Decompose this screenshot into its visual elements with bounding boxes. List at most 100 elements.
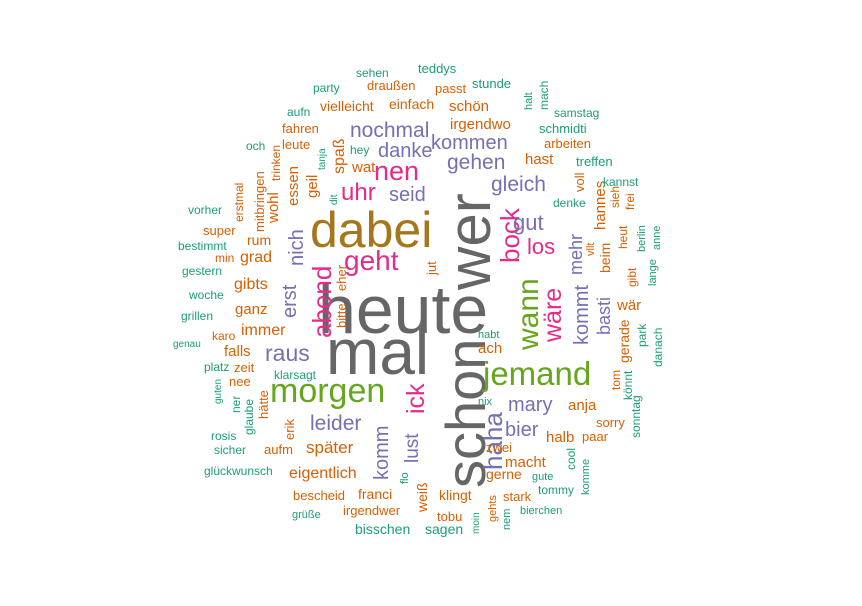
word-leider: leider [310,412,362,435]
word-erik: erik [282,419,297,440]
word-irgendwo: irgendwo [450,116,511,133]
word-och: och [246,139,266,153]
word-frei: frei [623,193,637,210]
word-wohl: wohl [265,192,282,223]
word-woche: woche [189,288,224,302]
word-irgendwer: irgendwer [343,503,401,518]
word-platz: platz [204,360,230,374]
word-berlin: berlin [636,225,648,252]
word-sehen: sehen [356,66,389,80]
word-mach: mach [537,80,551,110]
word-lust: lust [402,433,423,463]
word-glaube: glaube [242,398,256,435]
word-kommen: kommen [431,132,508,154]
word-heute: heute [318,272,489,348]
word-trinken: trinken [269,144,283,181]
word-leute: leute [282,137,311,152]
word-sonntag: sonntag [629,395,643,438]
word-basti: basti [594,296,614,335]
word-komm: komm [371,425,393,480]
word-dit: dit [329,194,340,205]
word-heut: heut [616,225,630,249]
word-spaeter: später [306,438,354,457]
word-gehts: gehts [487,495,499,522]
word-mitbringen: mitbringen [252,171,267,232]
word-gehen: gehen [447,151,506,174]
word-gibt: gibt [625,267,639,287]
word-genau: genau [173,339,201,350]
word-weiss: weiß [414,482,430,512]
word-moin: moin [471,512,482,534]
word-kommt: kommt [571,285,593,345]
word-uhr: uhr [341,179,376,206]
word-min: min [215,251,235,265]
word-jut: jut [424,261,439,275]
word-sagen: sagen [425,521,464,537]
word-gibts: gibts [234,276,268,293]
word-guten: guten [213,378,224,404]
word-sieh: sieh [608,185,622,208]
word-ner: ner [229,395,243,413]
word-arbeiten: arbeiten [544,136,591,151]
word-komme: komme [580,458,592,495]
word-haette: hätte [256,390,271,419]
word-tommy: tommy [538,483,574,497]
word-tobu: tobu [437,509,463,524]
word-abend: abend [307,265,337,338]
word-essen: essen [285,165,302,206]
word-macht: macht [505,454,546,471]
word-beim: beim [597,242,613,273]
word-ganz: ganz [235,301,268,318]
word-kannst: kannst [603,175,639,189]
word-zeit: zeit [234,360,255,375]
word-party: party [313,81,340,95]
word-bierchen: bierchen [520,505,563,517]
word-tanja: tanja [317,148,328,170]
word-dabei: dabei [310,202,433,258]
word-ach: ach [478,340,503,357]
word-rum: rum [247,232,272,248]
word-halb: halb [546,429,575,446]
word-draussen: draußen [367,78,416,93]
word-hast: hast [525,151,554,168]
word-waer: wär [617,297,642,314]
word-erst: erst [279,284,301,318]
word-gestern: gestern [182,264,223,278]
word-treffen: treffen [576,154,613,169]
word-flo: flo [399,472,411,484]
word-bitte: bitte [334,303,349,328]
word-mary: mary [508,394,553,416]
word-waere: wäre [539,287,567,342]
word-morgen: morgen [270,372,386,410]
word-cool: cool [564,447,578,470]
word-anne: anne [651,225,663,250]
word-gerne: gerne [486,466,522,482]
word-samstag: samstag [554,106,600,120]
word-stunde: stunde [472,76,512,91]
word-geil: geil [304,174,321,198]
word-wer: wer [436,193,503,290]
word-fahren: fahren [282,121,319,136]
word-raus: raus [265,340,310,366]
word-glueckwunsch: glückwunsch [204,464,273,478]
word-immer: immer [241,322,286,339]
word-voll: voll [572,172,587,192]
word-spass: spaß [331,138,348,174]
word-gruesse: grüße [292,509,321,521]
word-eigentlich: eigentlich [289,465,357,482]
word-vorher: vorher [188,203,223,217]
word-mehr: mehr [566,233,586,275]
word-bier: bier [505,419,539,441]
word-franci: franci [358,486,393,502]
word-nochmal: nochmal [350,119,430,142]
word-park: park [635,323,649,347]
word-falls: falls [224,343,251,360]
word-aufn: aufn [287,105,311,119]
word-gleich: gleich [491,173,546,196]
word-geht: geht [344,245,399,276]
word-teddys: teddys [418,61,457,76]
word-klarsagt: klarsagt [274,368,317,382]
word-hey: hey [350,143,370,157]
word-nem: nem [501,508,513,530]
